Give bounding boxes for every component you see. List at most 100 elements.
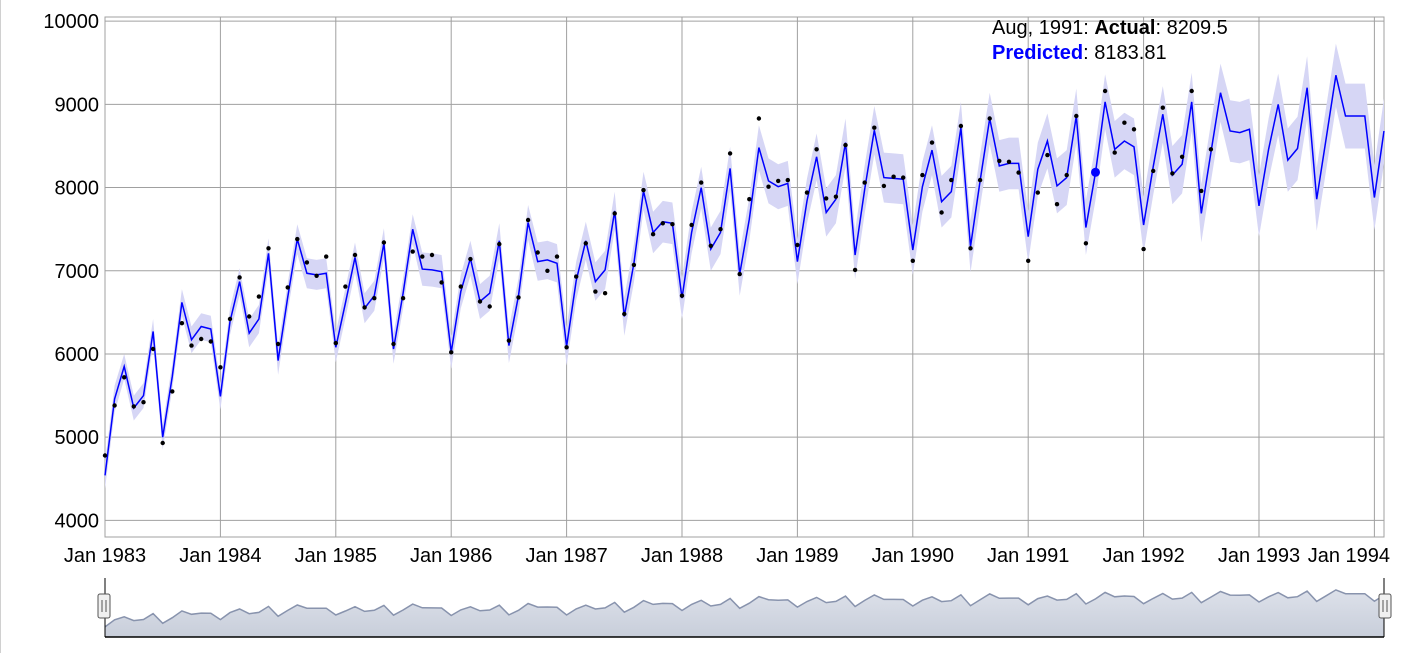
highlight-layer [1091,167,1100,177]
actual-point [852,267,858,273]
actual-point [391,341,396,347]
actual-point [497,241,502,247]
actual-point [141,400,146,405]
actual-point [545,268,550,273]
actual-point [1179,154,1185,159]
y-axis-ticks: 4000 5000 6000 7000 8000 9000 10000 [43,11,99,532]
actual-point [247,314,252,319]
actual-point [218,365,223,370]
y-tick-label: 4000 [55,510,100,532]
legend-predicted-value: 8183.81 [1094,42,1167,64]
actual-point [795,242,800,248]
x-tick-label: Jan 1987 [525,545,607,567]
actual-point [1035,190,1041,195]
prediction-band-layer [105,43,1384,489]
actual-point [679,293,685,298]
actual-point [727,151,733,156]
x-tick-label: Jan 1984 [179,545,261,567]
y-tick-label: 8000 [55,178,100,200]
actual-point [824,196,829,201]
actual-point [112,403,117,408]
actual-point [939,210,944,215]
x-tick-label: Jan 1985 [295,545,377,567]
left-border [0,0,1,653]
actual-point [333,340,338,346]
actual-point [997,158,1002,164]
actual-point [1016,170,1021,175]
actual-point [150,346,156,352]
y-tick-label: 10000 [43,11,99,33]
actual-point [1045,152,1050,158]
actual-point [593,289,598,294]
x-tick-label: Jan 1988 [641,545,723,567]
legend-predicted-row: Predicted: 8183.81 [992,42,1167,64]
actual-point [776,178,781,184]
actual-point [352,252,358,258]
actual-point [843,142,848,148]
actual-point [275,341,281,347]
actual-point [160,440,165,446]
actual-point [785,177,790,183]
actual-point [689,222,694,228]
legend-actual-label: Actual [1094,17,1156,39]
actual-point [420,254,425,259]
actual-point [1102,88,1108,94]
actual-point [708,243,713,248]
actual-point [737,271,742,277]
x-tick-label: Jan 1994 [1308,545,1390,567]
actual-point [968,246,973,251]
actual-point [285,285,290,290]
x-axis-ticks: Jan 1983 Jan 1984 Jan 1985 Jan 1986 Jan 1987… [64,545,1390,567]
actual-point [1026,258,1031,263]
actual-point [1160,105,1166,110]
actual-point [429,252,435,258]
actual-point [237,275,242,280]
actual-point [564,345,569,350]
actual-point [439,280,444,285]
hover-legend: Aug, 1991: Actual: 8209.5 Predicted: 818… [992,16,1228,66]
highlight-point[interactable] [1091,167,1100,177]
actual-point [1141,246,1146,252]
actual-point [814,147,819,152]
y-tick-label: 6000 [55,344,100,366]
actual-points-layer [102,88,1214,458]
actual-point [872,125,877,130]
actual-point [227,316,233,322]
actual-point [1083,241,1089,246]
actual-point [343,284,348,289]
navigator-right-handle[interactable] [1378,593,1392,619]
actual-point [304,260,310,265]
actual-point [650,232,656,237]
actual-point [612,211,617,216]
navigator-line [104,589,1385,628]
actual-point [487,304,492,309]
actual-point [1122,120,1127,125]
actual-point [381,240,387,245]
actual-point [699,180,704,185]
legend-actual-value: 8209.5 [1166,17,1228,39]
actual-point [949,177,954,183]
actual-point [449,350,454,355]
actual-point [804,190,810,195]
actual-point [631,262,637,268]
actual-point [881,183,887,189]
legend-date: Aug, 1991 [992,17,1084,39]
actual-point [410,249,415,254]
actual-point [535,250,540,255]
actual-point [400,296,406,301]
actual-point [1189,88,1194,94]
navigator-left-handle[interactable] [97,593,111,619]
actual-point [977,177,983,183]
actual-point [458,284,463,289]
navigator-area [105,589,1384,637]
actual-point [602,291,608,296]
actual-point [131,404,136,409]
actual-point [660,221,665,226]
y-tick-label: 7000 [55,261,100,283]
legend-actual-row: Aug, 1991: Actual: 8209.5 [992,17,1228,39]
actual-point [583,241,588,246]
x-tick-label: Jan 1989 [756,545,838,567]
actual-point [295,236,300,242]
range-navigator[interactable] [97,578,1392,638]
